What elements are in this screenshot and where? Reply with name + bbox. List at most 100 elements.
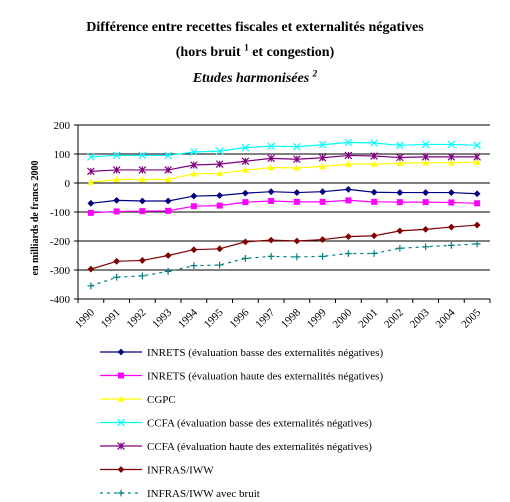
x-tick-label: 2005 bbox=[459, 306, 483, 330]
data-point bbox=[267, 188, 275, 196]
data-point bbox=[344, 151, 353, 160]
data-point bbox=[396, 153, 404, 162]
data-point bbox=[216, 202, 223, 209]
data-point bbox=[87, 265, 95, 273]
data-point bbox=[344, 160, 352, 167]
data-point bbox=[267, 154, 275, 163]
series-line bbox=[90, 224, 478, 270]
legend-label: INRETS (évaluation basse des externalité… bbox=[147, 347, 383, 359]
data-point bbox=[190, 170, 198, 177]
data-point bbox=[396, 199, 403, 206]
title-line-2-end: et congestion) bbox=[252, 45, 335, 60]
series-line bbox=[90, 154, 478, 172]
data-point bbox=[344, 250, 352, 257]
data-point bbox=[319, 188, 327, 196]
legend-item: CCFA (évaluation basse des externalités … bbox=[100, 418, 372, 430]
series-3 bbox=[87, 158, 481, 185]
y-tick-label: -300 bbox=[50, 265, 71, 277]
data-point bbox=[293, 198, 300, 205]
y-tick-label: 0 bbox=[65, 178, 71, 190]
data-point bbox=[370, 139, 378, 147]
legend-label: INFRAS/IWW avec bruit bbox=[147, 488, 260, 500]
series-7 bbox=[87, 240, 481, 290]
legend-marker bbox=[117, 489, 125, 497]
data-point bbox=[370, 152, 378, 160]
data-point bbox=[447, 189, 455, 196]
data-point bbox=[242, 199, 249, 206]
data-point bbox=[318, 153, 327, 162]
legend-marker bbox=[117, 395, 125, 402]
data-point bbox=[241, 143, 250, 152]
data-point bbox=[87, 282, 95, 290]
x-tick-label: 1992 bbox=[124, 307, 148, 331]
y-tick-label: 200 bbox=[54, 120, 71, 132]
data-point bbox=[422, 199, 429, 206]
chart-title: Différence entre recettes fiscales et ex… bbox=[86, 20, 424, 35]
data-point bbox=[165, 207, 172, 214]
data-point bbox=[241, 238, 249, 246]
data-point bbox=[164, 268, 172, 275]
data-point bbox=[267, 164, 275, 171]
data-point bbox=[396, 227, 404, 235]
data-point bbox=[447, 159, 455, 166]
data-point bbox=[216, 245, 224, 253]
data-point bbox=[267, 252, 275, 260]
legend-label: CCFA (évaluation haute des externalités … bbox=[147, 441, 372, 453]
data-point bbox=[396, 189, 404, 196]
data-point bbox=[370, 160, 378, 167]
x-tick-label: 2000 bbox=[330, 306, 354, 330]
data-point bbox=[138, 176, 146, 183]
series-line bbox=[90, 188, 478, 204]
data-point bbox=[370, 250, 378, 257]
data-point bbox=[190, 161, 198, 169]
y-tick-label: -200 bbox=[50, 236, 71, 248]
data-point bbox=[473, 141, 481, 150]
data-point bbox=[87, 167, 95, 176]
series-line bbox=[90, 141, 478, 158]
legend-item: CCFA (évaluation haute des externalités … bbox=[100, 441, 372, 453]
data-point bbox=[164, 151, 172, 160]
x-tick-label: 2004 bbox=[433, 306, 457, 330]
data-point bbox=[319, 198, 326, 205]
data-point bbox=[293, 253, 301, 261]
x-tick-label: 1996 bbox=[227, 306, 251, 330]
x-tick-label: 1994 bbox=[176, 306, 200, 330]
data-point bbox=[473, 240, 481, 248]
series-2 bbox=[87, 197, 481, 216]
chart-subtitle: Etudes harmonisées 2 bbox=[0, 69, 510, 87]
data-point bbox=[473, 190, 481, 198]
data-point bbox=[164, 252, 172, 259]
data-point bbox=[447, 223, 455, 231]
data-point bbox=[241, 157, 250, 166]
x-tick-label: 1993 bbox=[150, 306, 174, 330]
data-point bbox=[371, 198, 378, 205]
data-point bbox=[190, 148, 198, 156]
data-point bbox=[396, 159, 404, 166]
legend-item: INFRAS/IWW avec bruit bbox=[100, 488, 260, 500]
series-4 bbox=[87, 138, 481, 161]
series-line bbox=[90, 161, 478, 183]
data-point bbox=[422, 189, 430, 196]
y-tick-label: 100 bbox=[54, 149, 71, 161]
title-line-2-text: (hors bruit bbox=[175, 45, 241, 60]
data-point bbox=[164, 176, 172, 183]
data-point bbox=[370, 188, 378, 196]
data-point bbox=[422, 226, 430, 233]
x-tick-label: 2003 bbox=[408, 306, 432, 330]
y-axis-label: en milliards de francs 2000 bbox=[30, 161, 41, 276]
data-point bbox=[112, 151, 121, 160]
data-point bbox=[293, 189, 301, 196]
data-point bbox=[293, 164, 301, 171]
data-point bbox=[215, 147, 224, 155]
data-point bbox=[87, 209, 94, 216]
data-point bbox=[138, 272, 146, 280]
data-point bbox=[422, 243, 430, 251]
data-point bbox=[345, 197, 352, 204]
series-line bbox=[90, 199, 478, 214]
data-point bbox=[113, 273, 121, 281]
data-point bbox=[422, 159, 430, 166]
subtitle-text: Etudes harmonisées bbox=[192, 71, 310, 86]
data-point bbox=[473, 221, 481, 229]
data-point bbox=[190, 246, 198, 254]
